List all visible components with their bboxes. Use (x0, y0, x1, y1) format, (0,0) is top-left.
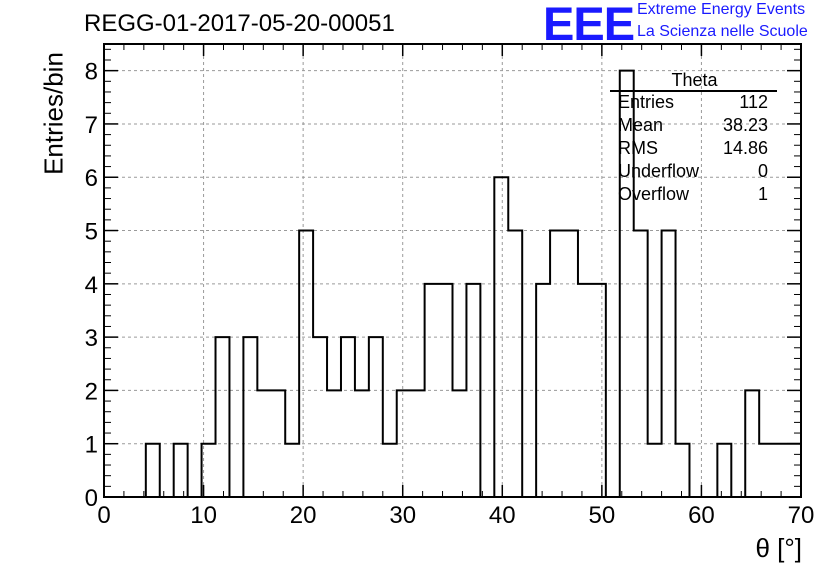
y-tick-label: 5 (85, 219, 98, 246)
stats-value: 112 (739, 92, 768, 112)
stats-row: Overflow 1 (618, 184, 768, 206)
x-tick-label: 30 (389, 502, 416, 529)
x-tick-label: 50 (589, 502, 616, 529)
x-tick-label: 40 (489, 502, 516, 529)
y-tick-label: 4 (85, 272, 98, 299)
x-tick-label: 60 (688, 502, 715, 529)
y-tick-label: 2 (85, 378, 98, 405)
stats-key: Overflow (618, 184, 690, 204)
stats-key: RMS (618, 138, 658, 158)
stats-row: RMS 14.86 (618, 138, 768, 160)
y-axis-label: Entries/bin (38, 52, 69, 175)
y-tick-label: 7 (85, 112, 98, 139)
stats-key: Mean (618, 115, 664, 135)
stats-row: Underflow 0 (618, 161, 768, 183)
x-tick-label: 20 (290, 502, 317, 529)
plot-frame (103, 43, 802, 498)
stats-value: 1 (757, 184, 768, 204)
brand-line-2: La Scienza nelle Scuole (637, 23, 808, 40)
stats-title: Theta (671, 70, 718, 90)
y-tick-label: 6 (85, 165, 98, 192)
stats-key: Underflow (618, 161, 700, 181)
x-tick-label: 10 (190, 502, 217, 529)
y-tick-label: 8 (85, 59, 98, 86)
x-axis-label: θ [°] (755, 533, 802, 563)
stats-value: 0 (757, 161, 768, 181)
stats-row: Entries 112 (618, 92, 768, 114)
y-tick-label: 3 (85, 325, 98, 352)
stats-row: Mean 38.23 (618, 115, 768, 137)
stats-divider (610, 90, 777, 92)
x-tick-label: 0 (97, 502, 110, 529)
x-tick-label: 70 (788, 502, 815, 529)
histogram-series (104, 69, 802, 498)
axis-ticks (103, 44, 802, 498)
eee-logo: EEE (543, 0, 635, 50)
y-tick-label: 0 (85, 485, 98, 512)
stats-key: Entries (618, 92, 675, 112)
y-tick-label: 1 (85, 432, 98, 459)
chart-title: REGG-01-2017-05-20-00051 (84, 10, 395, 37)
stats-value: 14.86 (722, 138, 768, 158)
brand-line-1: Extreme Energy Events (637, 1, 806, 18)
stats-value: 38.23 (722, 115, 768, 135)
